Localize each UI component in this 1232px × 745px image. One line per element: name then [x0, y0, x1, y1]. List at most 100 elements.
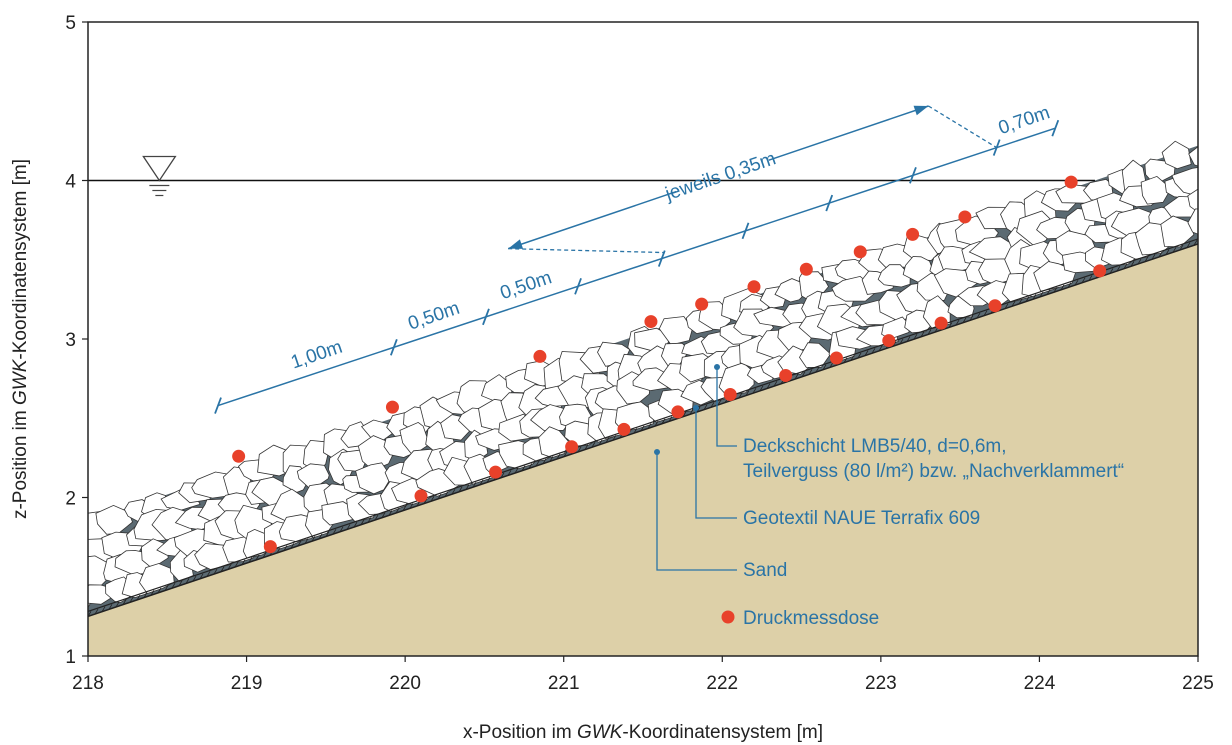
hatch-mark	[1186, 242, 1191, 248]
dimension-arrow-line	[507, 190, 677, 250]
water-level-triangle	[142, 155, 177, 182]
dimension-tick	[657, 250, 666, 267]
y-tick-label: 3	[65, 330, 76, 351]
stone	[1161, 140, 1192, 170]
hatch-mark	[1179, 244, 1184, 251]
hatch-mark	[423, 498, 428, 504]
hatch-mark	[1130, 261, 1135, 267]
pressure-sensor	[1064, 175, 1078, 189]
hatch-mark	[1158, 251, 1163, 258]
label-deckschicht-line2: Teilverguss (80 l/m²) bzw. „Nachverklamm…	[743, 461, 1124, 482]
hatch-mark	[794, 373, 799, 380]
hatch-mark	[409, 503, 414, 509]
dimension-arrow-line	[768, 105, 929, 161]
pressure-sensor	[882, 334, 896, 348]
hatch-mark	[1060, 284, 1065, 291]
x-tick-label: 221	[548, 673, 580, 694]
hatch-mark	[983, 310, 988, 316]
hatch-mark	[759, 385, 764, 392]
hatch-mark	[528, 463, 533, 469]
hatch-mark	[500, 472, 505, 478]
hatch-mark	[1018, 298, 1023, 305]
hatch-mark	[479, 479, 484, 486]
hatch-mark	[920, 331, 925, 338]
hatch-mark	[654, 420, 659, 427]
hatch-mark	[773, 380, 778, 387]
hatch-mark	[1193, 240, 1198, 246]
hatch-mark	[1123, 263, 1128, 269]
hatch-mark	[752, 388, 757, 394]
hatch-mark	[808, 369, 813, 375]
hatch-mark	[598, 439, 603, 446]
hatch-mark	[745, 390, 750, 396]
hatch-mark	[766, 383, 771, 389]
y-axis: 1 2 3 4 5	[65, 13, 88, 668]
hatch-mark	[1137, 258, 1142, 265]
pressure-sensor	[695, 297, 709, 311]
hatch-mark	[122, 599, 127, 605]
hatch-mark	[689, 409, 694, 415]
x-tick-label: 225	[1182, 673, 1214, 694]
arrow-head	[508, 239, 524, 249]
hatch-mark	[1025, 296, 1030, 302]
hatch-mark	[612, 434, 617, 441]
pressure-sensor	[988, 299, 1002, 313]
pressure-sensors	[232, 175, 1107, 554]
hatch-mark	[1032, 294, 1037, 300]
geotextile-hatch	[88, 240, 1198, 617]
hatch-mark	[472, 481, 477, 488]
pressure-sensor	[906, 227, 920, 241]
hatch-mark	[360, 519, 365, 525]
x-axis: 218 219 220 221 222 223 224 225	[72, 656, 1214, 694]
dimension-label: 0,50m	[406, 298, 463, 335]
dimension-label: 1,00m	[288, 337, 345, 374]
hatch-mark	[850, 355, 855, 361]
hatch-mark	[332, 528, 337, 535]
x-tick-label: 222	[706, 673, 738, 694]
hatch-mark	[248, 557, 253, 563]
dimension-tick	[214, 397, 222, 414]
dimension-tick	[1051, 119, 1060, 137]
dimension-label: jeweils 0,35m	[662, 148, 779, 205]
hatch-mark	[227, 564, 232, 570]
x-tick-label: 224	[1024, 673, 1056, 694]
hatch-mark	[311, 536, 316, 542]
label-deckschicht-line1: Deckschicht LMB5/40, d=0,6m,	[743, 436, 1007, 457]
hatch-mark	[584, 444, 589, 450]
label-geotextil: Geotextil NAUE Terrafix 609	[743, 508, 980, 529]
hatch-mark	[640, 425, 645, 432]
stone	[538, 426, 570, 459]
stone	[1188, 146, 1198, 167]
hatch-mark	[451, 489, 456, 495]
hatch-mark	[192, 575, 197, 582]
hatch-mark	[388, 510, 393, 516]
hatch-mark	[661, 418, 666, 424]
x-axis-title: x-Position im GWK-Koordinatensystem [m]	[463, 722, 823, 743]
dimension-label: 0,50m	[498, 267, 555, 304]
water-level-icon	[142, 155, 177, 197]
dimension-tick	[741, 222, 750, 240]
y-tick-label: 1	[65, 647, 76, 668]
hatch-mark	[1004, 303, 1009, 309]
hatch-mark	[556, 453, 561, 460]
pressure-sensor	[533, 349, 547, 363]
hatch-mark	[1074, 279, 1079, 286]
hatch-mark	[115, 601, 120, 608]
hatch-mark	[591, 442, 596, 448]
leader-sand	[656, 452, 737, 571]
sand-body	[88, 243, 1198, 656]
hatch-mark	[1067, 282, 1072, 288]
hatch-mark	[927, 329, 932, 335]
hatch-mark	[255, 554, 260, 561]
hatch-mark	[220, 566, 225, 572]
hatch-mark	[801, 371, 806, 377]
hatch-mark	[241, 559, 246, 565]
hatch-mark	[717, 399, 722, 406]
stone	[139, 563, 175, 594]
hatch-mark	[402, 505, 407, 511]
stone	[1187, 208, 1198, 235]
hatch-mark	[150, 590, 155, 596]
pressure-sensor	[829, 351, 843, 365]
hatch-mark	[871, 348, 876, 354]
